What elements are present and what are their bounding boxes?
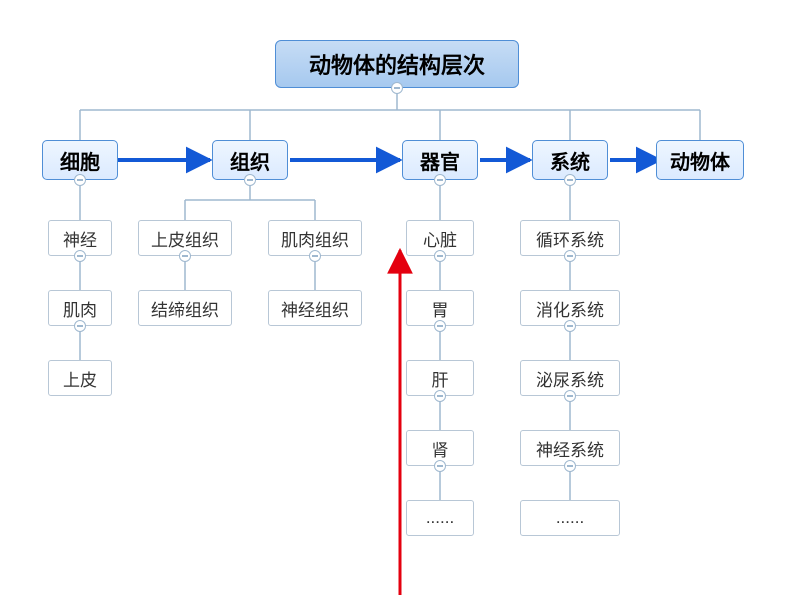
l2-body: 动物体 [656, 140, 744, 180]
l2-tissue-label: 组织 [230, 146, 270, 175]
leaf-organ-3: 肾 [406, 430, 474, 466]
leaf-tissue-r1: 神经组织 [268, 290, 362, 326]
leaf-tissue-l1: 结缔组织 [138, 290, 232, 326]
leaf-system-4: ...... [520, 500, 620, 536]
leaf-organ-0: 心脏 [406, 220, 474, 256]
l2-organ-label: 器官 [420, 146, 460, 175]
leaf-label: 结缔组织 [151, 296, 219, 321]
leaf-label: 肌肉组织 [281, 226, 349, 251]
l2-organ: 器官 [402, 140, 478, 180]
l2-system-label: 系统 [550, 146, 590, 175]
leaf-label: 上皮 [63, 366, 97, 391]
root-label: 动物体的结构层次 [309, 48, 485, 80]
leaf-label: 肝 [432, 366, 449, 391]
leaf-cell-0: 神经 [48, 220, 112, 256]
leaf-system-3: 神经系统 [520, 430, 620, 466]
leaf-tissue-r0: 肌肉组织 [268, 220, 362, 256]
leaf-label: ...... [556, 508, 584, 528]
l2-cell: 细胞 [42, 140, 118, 180]
diagram-canvas: 动物体的结构层次 细胞 组织 器官 系统 动物体 神经 肌肉 上皮 上皮组织 结… [0, 0, 794, 596]
leaf-label: 胃 [432, 296, 449, 321]
leaf-organ-4: ...... [406, 500, 474, 536]
leaf-system-2: 泌尿系统 [520, 360, 620, 396]
leaf-label: 上皮组织 [151, 226, 219, 251]
leaf-label: 泌尿系统 [536, 366, 604, 391]
leaf-cell-2: 上皮 [48, 360, 112, 396]
l2-system: 系统 [532, 140, 608, 180]
leaf-label: ...... [426, 508, 454, 528]
root-node: 动物体的结构层次 [275, 40, 519, 88]
leaf-label: 肾 [432, 436, 449, 461]
l2-tissue: 组织 [212, 140, 288, 180]
leaf-tissue-l0: 上皮组织 [138, 220, 232, 256]
leaf-label: 神经 [63, 226, 97, 251]
leaf-organ-2: 肝 [406, 360, 474, 396]
leaf-cell-1: 肌肉 [48, 290, 112, 326]
l2-body-label: 动物体 [670, 146, 730, 175]
leaf-system-1: 消化系统 [520, 290, 620, 326]
leaf-label: 消化系统 [536, 296, 604, 321]
leaf-label: 循环系统 [536, 226, 604, 251]
leaf-organ-1: 胃 [406, 290, 474, 326]
leaf-label: 神经系统 [536, 436, 604, 461]
leaf-label: 肌肉 [63, 296, 97, 321]
leaf-label: 神经组织 [281, 296, 349, 321]
leaf-label: 心脏 [423, 226, 457, 251]
connector-layer [0, 0, 794, 596]
l2-cell-label: 细胞 [60, 146, 100, 175]
leaf-system-0: 循环系统 [520, 220, 620, 256]
